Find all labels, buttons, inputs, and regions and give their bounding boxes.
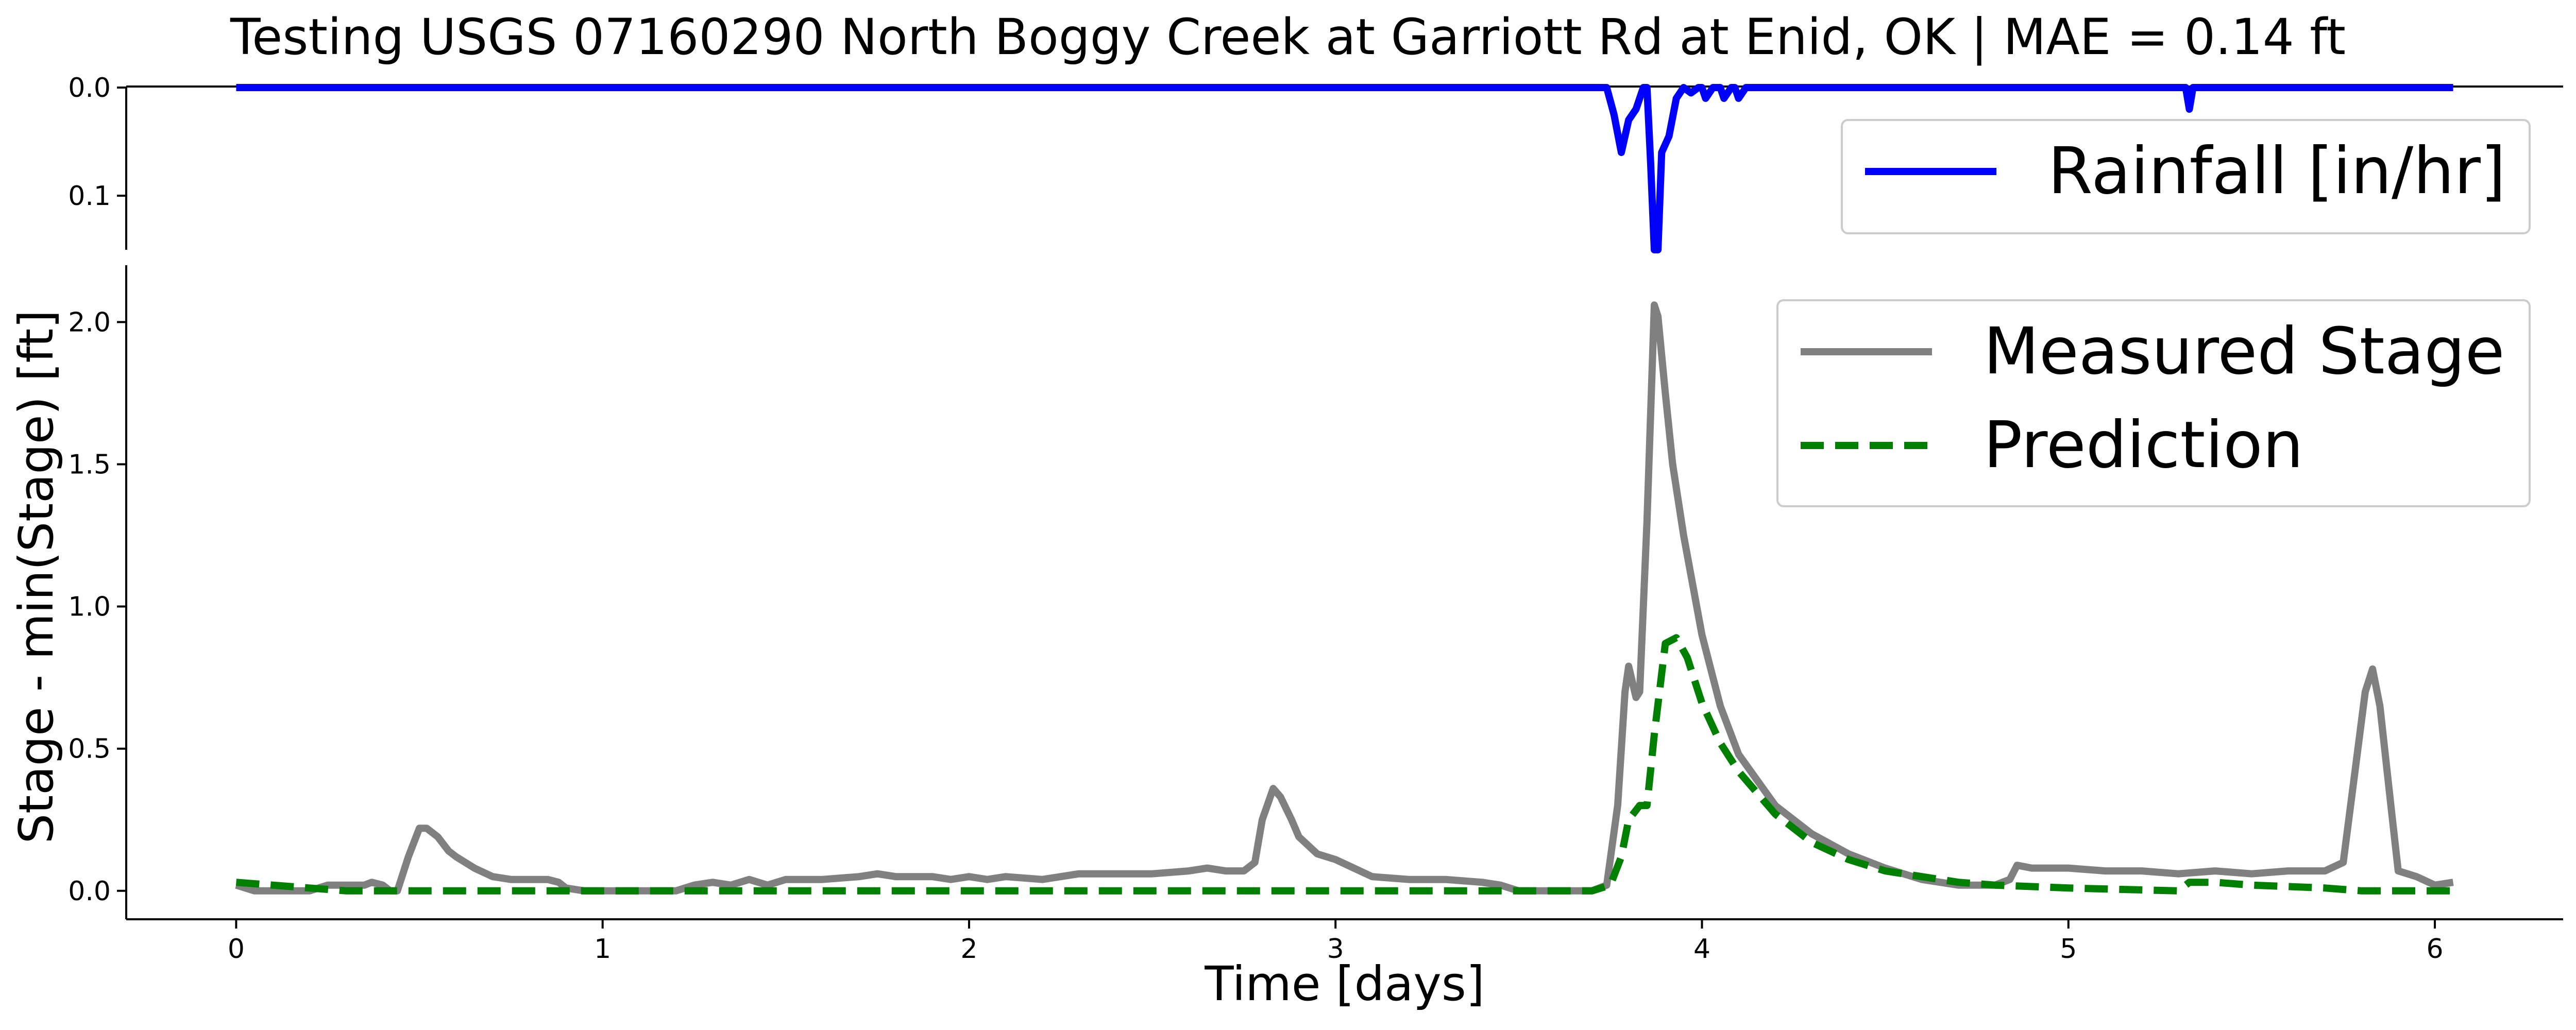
stage-y-tick-label: 0.0 [68, 876, 111, 907]
x-tick-label: 4 [1693, 934, 1710, 965]
measured-stage-line [235, 301, 2454, 895]
rainfall-y-tick-label: 0.0 [68, 73, 111, 104]
x-tick-label: 6 [2427, 934, 2444, 965]
stage-y-tick-label: 1.5 [68, 450, 111, 480]
stage-y-tick-label: 1.0 [68, 592, 111, 623]
legend-frame [1841, 119, 2531, 234]
stage-axes: 0.0 0.5 1.0 1.5 2.0 0 1 2 3 4 5 6 [68, 265, 2563, 965]
x-tick-label: 1 [594, 934, 611, 965]
rainfall-legend: Rainfall [in/hr] [1841, 119, 2531, 234]
x-axis-label: Time [days] [1204, 956, 1484, 1011]
x-tick-label: 0 [228, 934, 245, 965]
legend-label: Measured Stage [1984, 314, 2505, 389]
stage-plot [235, 301, 2454, 895]
x-tick-label: 2 [960, 934, 977, 965]
y-axis-label: Stage - min(Stage) [ft] [9, 310, 64, 844]
stage-y-tick-label: 2.0 [68, 307, 111, 338]
x-tick-label: 5 [2060, 934, 2077, 965]
legend-label: Prediction [1984, 408, 2303, 483]
legend-frame [1776, 299, 2531, 507]
rainfall-panel: 0.0 0.1 Rainfall [in/hr] [68, 73, 2563, 253]
stage-legend: Measured Stage Prediction [1776, 299, 2531, 507]
chart-title: Testing USGS 07160290 North Boggy Creek … [230, 8, 2346, 66]
stage-panel: 0.0 0.5 1.0 1.5 2.0 0 1 2 3 4 5 6 Measured Stage Pre… [9, 265, 2563, 1011]
rainfall-y-tick-label: 0.1 [68, 181, 111, 212]
stage-y-tick-label: 0.5 [68, 734, 111, 765]
prediction-line [235, 634, 2453, 895]
x-tick-label: 3 [1327, 934, 1344, 965]
legend-label: Rainfall [in/hr] [2048, 134, 2506, 209]
rainfall-plot [236, 84, 2453, 253]
rainfall-line [236, 84, 2453, 253]
